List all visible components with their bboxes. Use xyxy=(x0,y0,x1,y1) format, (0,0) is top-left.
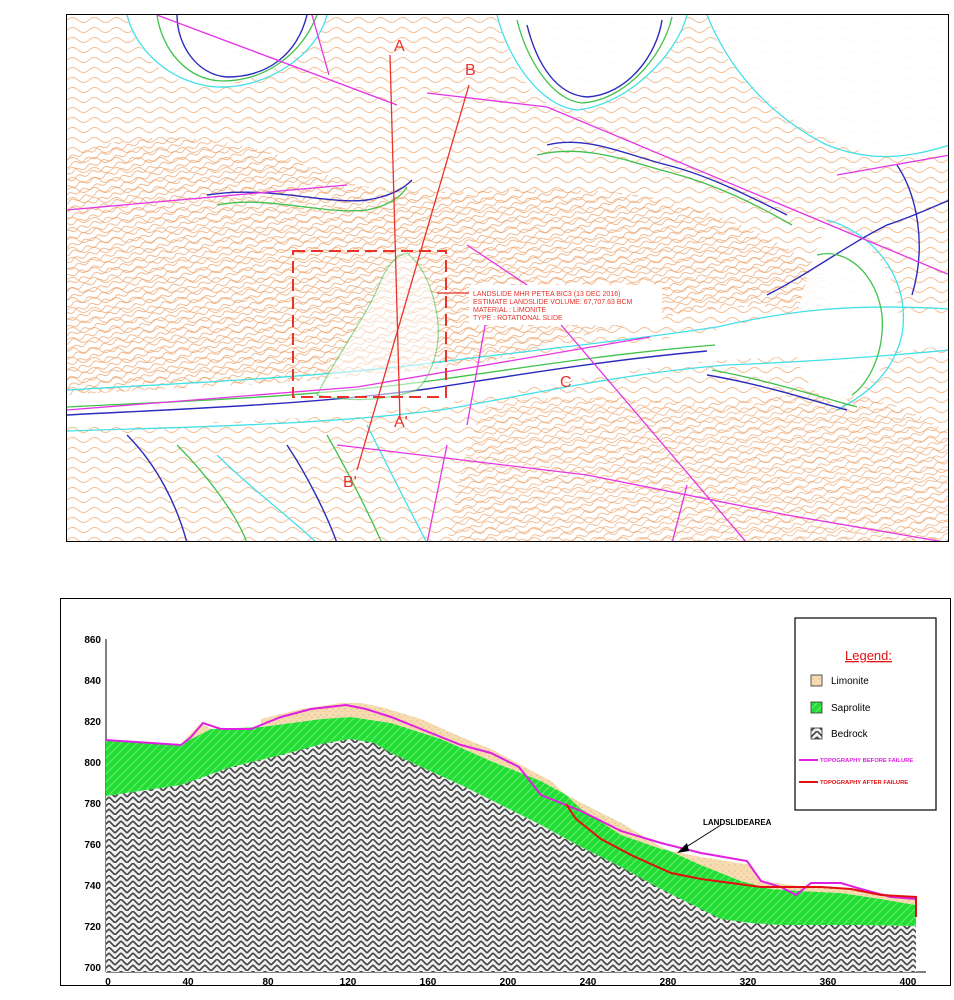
y-tick-860: 860 xyxy=(84,635,101,646)
blue-contours xyxy=(67,15,948,541)
annotation-line-2: ESTIMATE LANDSLIDE VOLUME: 67,707.63 BCM xyxy=(473,299,633,306)
cross-section-canvas: 860 840 820 800 780 760 740 720 700 0 40… xyxy=(84,617,937,986)
x-tick-200: 200 xyxy=(500,977,517,986)
magenta-lines xyxy=(67,15,948,541)
cross-section-panel: 860 840 820 800 780 760 740 720 700 0 40… xyxy=(60,598,951,986)
y-tick-labels: 860 840 820 800 780 760 740 720 700 xyxy=(84,635,101,974)
legend-title: Legend: xyxy=(845,648,892,663)
y-tick-700: 700 xyxy=(84,963,101,974)
label-a-prime: A' xyxy=(394,414,408,431)
saprolite-layer xyxy=(106,717,916,926)
landslide-area-callout: LANDSLIDEAREA xyxy=(677,818,772,853)
label-a: A xyxy=(394,38,405,55)
x-tick-320: 320 xyxy=(740,977,757,986)
x-tick-0: 0 xyxy=(105,977,111,986)
x-tick-160: 160 xyxy=(420,977,437,986)
saprolite-swatch xyxy=(810,701,823,714)
legend-saprolite: Saprolite xyxy=(831,703,871,714)
annotation-line-1: LANDSLIDE MHR PETEA BIC3 (13 DEC 2016) xyxy=(473,291,620,298)
x-tick-360: 360 xyxy=(820,977,837,986)
arrow-icon xyxy=(677,843,689,853)
y-tick-800: 800 xyxy=(84,758,101,769)
topography-after-line xyxy=(565,803,917,917)
section-line-b xyxy=(356,84,470,471)
landslide-outline xyxy=(316,252,439,401)
cyan-contours xyxy=(67,15,948,541)
lower-hill-contours xyxy=(447,393,948,541)
map-canvas: A A' B B' C LANDSLIDE MHR PETEA BIC3 (13… xyxy=(67,15,948,541)
x-tick-240: 240 xyxy=(580,977,597,986)
annotation-line-3: MATERIAL : LIMONITE xyxy=(473,307,546,314)
x-tick-280: 280 xyxy=(660,977,677,986)
label-b-prime: B' xyxy=(343,474,357,491)
x-tick-400: 400 xyxy=(900,977,917,986)
bedrock-swatch xyxy=(810,727,823,740)
annotation-line-4: TYPE : ROTATIONAL SLIDE xyxy=(473,315,563,322)
x-tick-120: 120 xyxy=(340,977,357,986)
y-tick-780: 780 xyxy=(84,799,101,810)
landslide-box xyxy=(292,250,447,398)
y-tick-720: 720 xyxy=(84,922,101,933)
legend-limonite: Limonite xyxy=(831,676,869,687)
y-tick-840: 840 xyxy=(84,676,101,687)
y-tick-820: 820 xyxy=(84,717,101,728)
legend-box xyxy=(794,617,937,811)
limonite-swatch xyxy=(810,674,823,687)
legend-topo-after: TOPOGRAPHY AFTER FAILURE xyxy=(820,780,908,786)
landslide-area-label: LANDSLIDEAREA xyxy=(703,818,772,827)
x-tick-labels: 0 40 80 120 160 200 240 280 320 360 400 xyxy=(105,977,917,986)
topography-before-line xyxy=(105,703,917,900)
section-lines xyxy=(292,54,471,471)
y-tick-740: 740 xyxy=(84,881,101,892)
topographic-map: A A' B B' C LANDSLIDE MHR PETEA BIC3 (13… xyxy=(66,14,949,542)
label-b: B xyxy=(465,62,476,79)
valley-road xyxy=(67,311,948,427)
x-tick-40: 40 xyxy=(182,977,194,986)
bedrock-layer xyxy=(106,739,916,972)
landslide-annotation: LANDSLIDE MHR PETEA BIC3 (13 DEC 2016) E… xyxy=(473,291,633,322)
legend-bedrock: Bedrock xyxy=(831,729,869,740)
label-c: C xyxy=(560,374,572,391)
legend-topo-before: TOPOGRAPHY BEFORE FAILURE xyxy=(820,758,913,764)
section-line-a xyxy=(389,54,401,421)
x-tick-80: 80 xyxy=(262,977,274,986)
legend: Legend: Limonite Saprolite Bedrock TOPOG… xyxy=(794,617,937,811)
y-tick-760: 760 xyxy=(84,840,101,851)
